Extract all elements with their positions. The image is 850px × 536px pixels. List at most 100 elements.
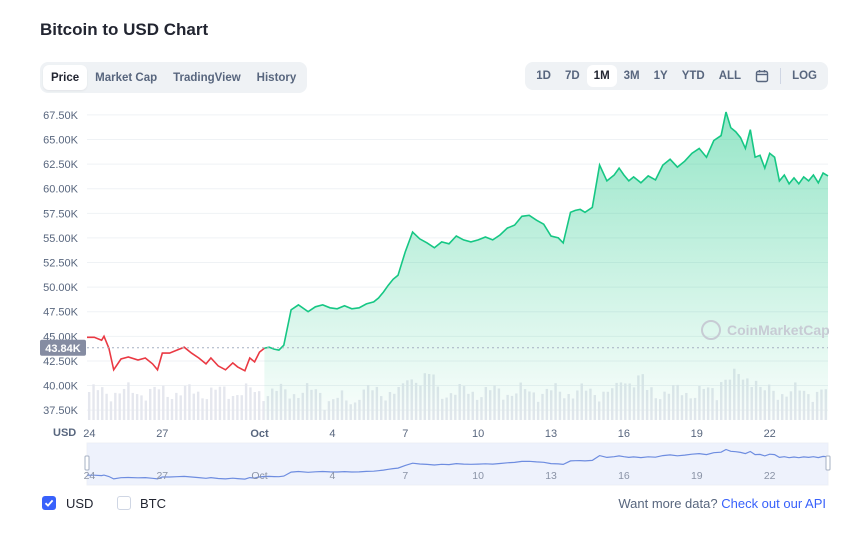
range-7d-button[interactable]: 7D: [564, 70, 580, 82]
navigator-tick-label: 13: [545, 470, 557, 482]
tab-price[interactable]: Price: [43, 65, 88, 90]
x-tick-label: 19: [691, 428, 703, 440]
chart-type-tabs: Price Market Cap TradingView History: [40, 62, 308, 93]
volume-bar: [127, 382, 130, 420]
x-tick-label: 4: [329, 428, 335, 440]
x-tick-label: 24: [83, 428, 95, 440]
y-tick-label: 42.50K: [43, 356, 79, 368]
volume-bar: [153, 386, 156, 420]
price-line-up: [264, 111, 829, 351]
x-tick-label: 10: [472, 428, 484, 440]
y-tick-label: 65.00K: [43, 135, 79, 147]
volume-bar: [192, 393, 195, 420]
navigator-tick-label: 16: [618, 470, 630, 482]
volume-bar: [109, 401, 113, 420]
navigator-tick-label: Oct: [251, 470, 267, 482]
y-tick-label: 50.00K: [43, 282, 79, 294]
range-3m-button[interactable]: 3M: [623, 70, 640, 82]
volume-bar: [223, 386, 226, 420]
price-chart: 37.50K40.00K42.50K45.00K47.50K50.00K52.5…: [40, 109, 831, 482]
x-tick-label: 22: [764, 428, 776, 440]
volume-bar: [201, 398, 204, 420]
volume-bar: [210, 387, 213, 420]
navigator-handle-left: [84, 455, 90, 471]
time-range-selector: 1D 7D 1M 3M 1Y YTD ALL LOG: [525, 62, 828, 90]
y-tick-label: 67.50K: [43, 110, 79, 122]
calendar-icon[interactable]: [748, 65, 776, 87]
y-tick-label: 40.00K: [43, 381, 79, 393]
range-1y-button[interactable]: 1Y: [653, 70, 668, 82]
volume-bar: [162, 385, 165, 420]
tab-history[interactable]: History: [256, 71, 297, 84]
y-tick-label: 62.50K: [43, 159, 79, 171]
volume-bar: [196, 391, 200, 420]
volume-bar: [131, 392, 134, 420]
range-divider: [780, 68, 782, 84]
y-tick-label: 55.00K: [43, 233, 79, 245]
volume-bar: [262, 401, 265, 420]
x-tick-label: 7: [402, 428, 408, 440]
log-scale-button[interactable]: LOG: [792, 70, 817, 82]
volume-bar: [144, 400, 148, 420]
volume-bar: [92, 384, 95, 420]
volume-bar: [101, 387, 104, 420]
volume-bar: [166, 396, 169, 420]
y-tick-label: 52.50K: [43, 258, 79, 270]
current-price-label: 43.84K: [45, 343, 81, 355]
navigator-tick-label: 10: [472, 470, 484, 482]
volume-bar: [135, 394, 139, 420]
x-tick-label: 27: [156, 428, 168, 440]
volume-bar: [188, 384, 191, 420]
tab-market-cap[interactable]: Market Cap: [95, 71, 158, 84]
y-tick-label: 57.50K: [43, 208, 79, 220]
price-area: [264, 112, 828, 420]
volume-bar: [205, 399, 209, 420]
usd-label: USD: [66, 496, 94, 511]
volume-bar: [257, 391, 261, 420]
navigator-line: [87, 448, 829, 480]
volume-bar: [214, 389, 217, 420]
x-tick-label: 16: [618, 428, 630, 440]
volume-bar: [253, 392, 257, 420]
range-1m-button[interactable]: 1M: [586, 65, 617, 87]
volume-bar: [175, 392, 178, 420]
volume-bar: [87, 392, 91, 420]
coinmarketcap-logo-icon: [701, 320, 721, 340]
y-tick-label: 37.50K: [43, 405, 79, 417]
volume-bar: [170, 399, 174, 420]
y-tick-label: 47.50K: [43, 307, 79, 319]
btc-checkbox[interactable]: [117, 496, 131, 510]
navigator-tick-label: 4: [329, 470, 335, 482]
tab-tradingview[interactable]: TradingView: [173, 71, 241, 84]
volume-bar: [236, 395, 239, 420]
volume-bar: [122, 388, 126, 420]
volume-bar: [231, 396, 235, 420]
range-1d-button[interactable]: 1D: [536, 70, 551, 82]
x-tick-label: Oct: [250, 428, 269, 440]
volume-bar: [240, 395, 243, 420]
volume-bar: [244, 383, 248, 420]
page-title: Bitcoin to USD Chart: [40, 20, 209, 39]
navigator-tick-label: 24: [84, 470, 96, 482]
volume-bar: [96, 390, 100, 420]
navigator-tick-label: 19: [691, 470, 703, 482]
range-ytd-button[interactable]: YTD: [681, 70, 705, 82]
volume-bar: [140, 395, 143, 420]
volume-bar: [157, 389, 161, 420]
api-link[interactable]: Check out our API: [721, 496, 826, 511]
volume-bar: [105, 393, 108, 420]
volume-bar: [118, 393, 121, 420]
volume-bar: [149, 388, 152, 420]
watermark: CoinMarketCap: [727, 322, 830, 338]
volume-bar: [183, 385, 187, 420]
navigator-handle-right: [825, 455, 831, 471]
more-data-text: Want more data? Check out our API: [618, 496, 826, 511]
navigator-tick-label: 27: [156, 470, 168, 482]
range-all-button[interactable]: ALL: [718, 70, 742, 82]
usd-checkbox[interactable]: [42, 496, 56, 510]
current-price-badge: [40, 339, 86, 356]
price-line-down: [87, 334, 265, 372]
more-data-prompt: Want more data?: [618, 496, 718, 511]
currency-axis-label: USD: [53, 427, 76, 439]
volume-bar: [249, 387, 252, 420]
